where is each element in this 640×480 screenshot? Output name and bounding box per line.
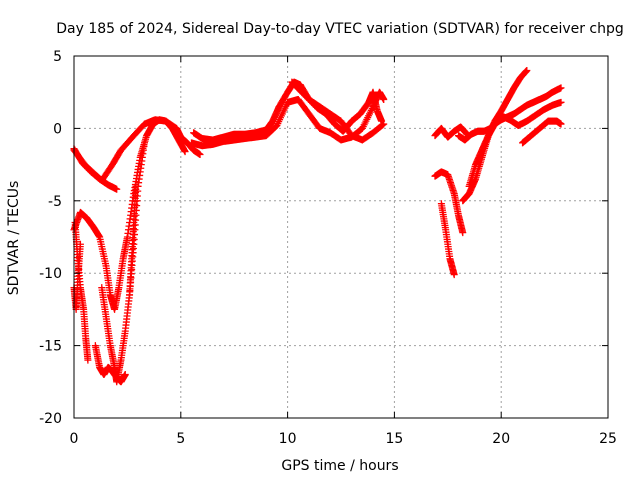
y-tick-label: 0 [53, 121, 62, 137]
data-point-marker [378, 117, 386, 125]
data-markers [70, 66, 565, 386]
x-tick-label: 10 [279, 431, 297, 447]
y-tick-label: -10 [39, 266, 62, 282]
data-point-marker [84, 356, 92, 364]
data-point-marker [450, 271, 458, 279]
data-point-marker [196, 150, 204, 158]
data-point-marker [132, 182, 140, 190]
series-track-11 [288, 78, 386, 135]
axis-ticks: 0 5 10 15 20 25 -20 -15 -10 -5 0 5 [39, 49, 617, 447]
y-tick-label: -15 [39, 339, 62, 355]
series-track-12 [431, 123, 471, 141]
y-tick-label: -20 [39, 411, 62, 427]
series-track-3 [70, 116, 189, 313]
series-track-13 [431, 168, 467, 237]
x-axis-label: GPS time / hours [281, 458, 398, 474]
data-point-marker [557, 98, 565, 106]
series-track-5 [70, 240, 84, 313]
x-tick-label: 15 [385, 431, 403, 447]
data-point-marker [140, 139, 148, 147]
series-track-10 [187, 88, 388, 150]
data-point-marker [459, 229, 467, 237]
data-point-marker [181, 148, 189, 156]
data-point-marker [380, 95, 388, 103]
chart-title: Day 185 of 2024, Sidereal Day-to-day VTE… [56, 21, 624, 37]
series-track-2 [70, 145, 121, 193]
series-track-18 [519, 117, 565, 147]
data-point-marker [523, 66, 531, 74]
plot-frame [73, 55, 609, 419]
x-tick-label: 25 [599, 431, 617, 447]
x-tick-label: 0 [70, 431, 79, 447]
data-point-marker [379, 121, 387, 129]
series-track-14 [437, 200, 458, 279]
data-point-marker [557, 120, 565, 128]
data-point-marker [121, 371, 129, 379]
data-point-marker [113, 185, 121, 193]
y-tick-label: 5 [53, 49, 62, 65]
series-track-17 [454, 98, 565, 144]
x-tick-label: 20 [492, 431, 510, 447]
y-tick-label: -5 [48, 194, 62, 210]
series-track-8 [126, 182, 140, 299]
data-point-marker [76, 240, 84, 248]
x-tick-label: 5 [176, 431, 185, 447]
data-point-marker [557, 84, 565, 92]
y-axis-label: SDTVAR / TECUs [6, 181, 22, 296]
